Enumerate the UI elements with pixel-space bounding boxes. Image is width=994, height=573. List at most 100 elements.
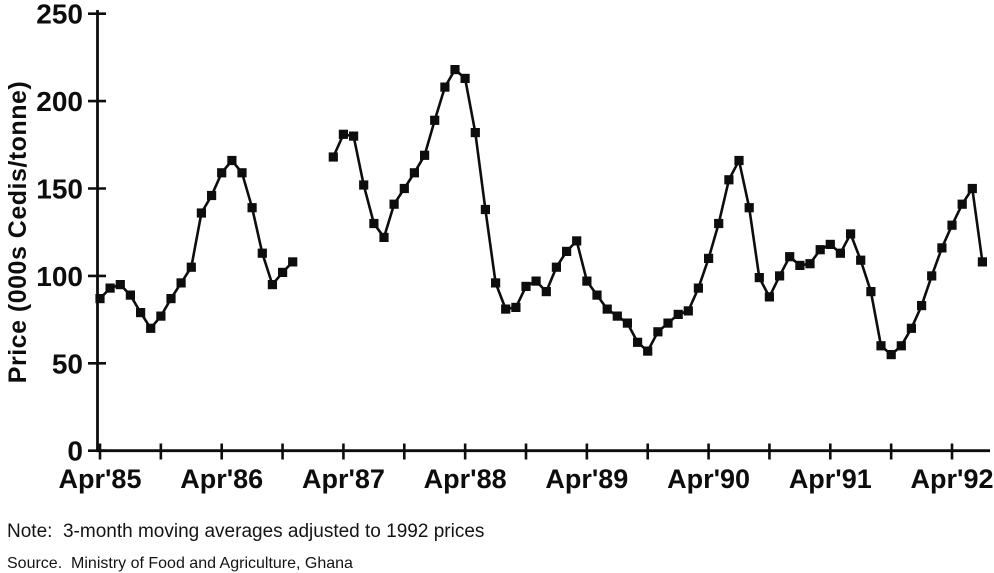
data-point-marker — [886, 350, 896, 360]
data-point-marker — [237, 168, 247, 178]
y-tick-label: 50 — [52, 348, 83, 379]
data-point-marker — [704, 253, 714, 263]
data-point-marker — [338, 129, 348, 139]
x-tick-label: Apr'87 — [302, 464, 385, 494]
data-point-marker — [95, 294, 105, 304]
data-point-marker — [906, 323, 916, 333]
data-point-marker — [430, 115, 440, 125]
data-point-marker — [440, 82, 450, 92]
x-tick-label: Apr'89 — [545, 464, 628, 494]
data-point-marker — [937, 243, 947, 253]
data-point-marker — [288, 257, 298, 267]
data-point-marker — [734, 155, 744, 166]
data-point-marker — [379, 232, 389, 242]
data-point-marker — [531, 276, 541, 286]
data-point-marker — [328, 152, 338, 162]
data-point-marker — [359, 180, 369, 190]
data-point-marker — [247, 203, 257, 213]
data-point-marker — [835, 248, 845, 258]
data-point-marker — [764, 292, 774, 302]
y-axis-title: Price (000s Cedis/tonne) — [4, 81, 32, 383]
data-point-marker — [572, 236, 582, 246]
x-axis-ticks: Apr'85 Apr'86 Apr'87 Apr'88 Apr'89 Apr'90 Apr'… — [59, 443, 994, 494]
data-point-marker — [420, 150, 430, 160]
data-point-marker — [562, 246, 572, 256]
data-point-marker — [207, 190, 217, 201]
data-point-marker — [643, 346, 653, 356]
y-axis-ticks: 0 50 100 150 200 250 — [36, 0, 106, 467]
data-point-marker — [896, 341, 906, 351]
data-point-marker — [450, 65, 460, 75]
data-point-marker — [846, 229, 856, 239]
data-point-marker — [501, 304, 511, 314]
data-point-marker — [592, 290, 602, 300]
data-point-marker — [977, 257, 987, 267]
y-tick-label: 0 — [67, 436, 83, 467]
data-point-marker — [399, 183, 409, 194]
data-point-marker — [409, 168, 419, 178]
data-point-marker — [785, 252, 795, 262]
x-tick-label: Apr'91 — [789, 464, 872, 494]
data-point-marker — [866, 287, 876, 297]
data-point-marker — [156, 311, 166, 321]
data-point-marker — [825, 239, 835, 249]
data-point-marker — [876, 341, 886, 351]
y-tick-label: 100 — [36, 261, 83, 292]
axes — [96, 10, 990, 453]
data-point-marker — [724, 175, 734, 185]
data-point-marker — [491, 278, 501, 288]
data-point-marker — [115, 280, 125, 290]
data-point-marker — [856, 255, 866, 265]
data-point-marker — [186, 262, 196, 272]
data-point-marker — [227, 155, 237, 166]
y-tick-label: 200 — [36, 86, 83, 117]
y-tick-label: 250 — [36, 0, 83, 30]
data-point-marker — [815, 245, 825, 255]
data-point-marker — [257, 248, 267, 258]
data-point-marker — [196, 208, 206, 218]
data-point-marker — [957, 199, 967, 209]
data-point-marker — [653, 327, 663, 337]
data-point-marker — [460, 73, 470, 83]
data-point-marker — [947, 220, 957, 230]
data-point-marker — [217, 168, 227, 178]
x-tick-label: Apr'88 — [424, 464, 507, 494]
x-tick-label: Apr'86 — [180, 464, 263, 494]
data-point-marker — [754, 273, 764, 283]
data-point-marker — [795, 260, 805, 270]
x-tick-label: Apr'85 — [59, 464, 142, 494]
data-point-marker — [622, 318, 632, 328]
data-point-marker — [176, 278, 186, 288]
data-point-marker — [541, 287, 551, 297]
data-point-marker — [693, 283, 703, 293]
data-point-marker — [673, 309, 683, 319]
data-point-marker — [775, 271, 785, 281]
data-point-marker — [612, 311, 622, 321]
data-point-marker — [146, 323, 156, 333]
data-point-marker — [105, 283, 115, 293]
note-text: Note: 3-month moving averages adjusted t… — [7, 521, 485, 542]
data-point-marker — [480, 204, 490, 215]
y-tick-label: 150 — [36, 174, 83, 205]
data-point-marker — [602, 304, 612, 314]
data-point-marker — [389, 199, 399, 209]
data-point-marker — [744, 203, 754, 213]
data-point-marker — [125, 290, 135, 300]
x-tick-label: Apr'92 — [911, 464, 994, 494]
data-point-marker — [714, 218, 724, 229]
data-point-marker — [663, 318, 673, 328]
data-point-marker — [927, 271, 937, 281]
data-point-marker — [136, 308, 146, 318]
data-point-marker — [278, 267, 288, 277]
data-point-marker — [511, 302, 521, 312]
data-point-marker — [633, 337, 643, 347]
data-point-marker — [917, 301, 927, 311]
data-point-marker — [349, 131, 359, 141]
x-tick-label: Apr'90 — [667, 464, 750, 494]
data-point-marker — [166, 294, 176, 304]
data-point-marker — [521, 281, 531, 291]
data-point-marker — [267, 280, 277, 290]
data-point-marker — [683, 306, 693, 316]
